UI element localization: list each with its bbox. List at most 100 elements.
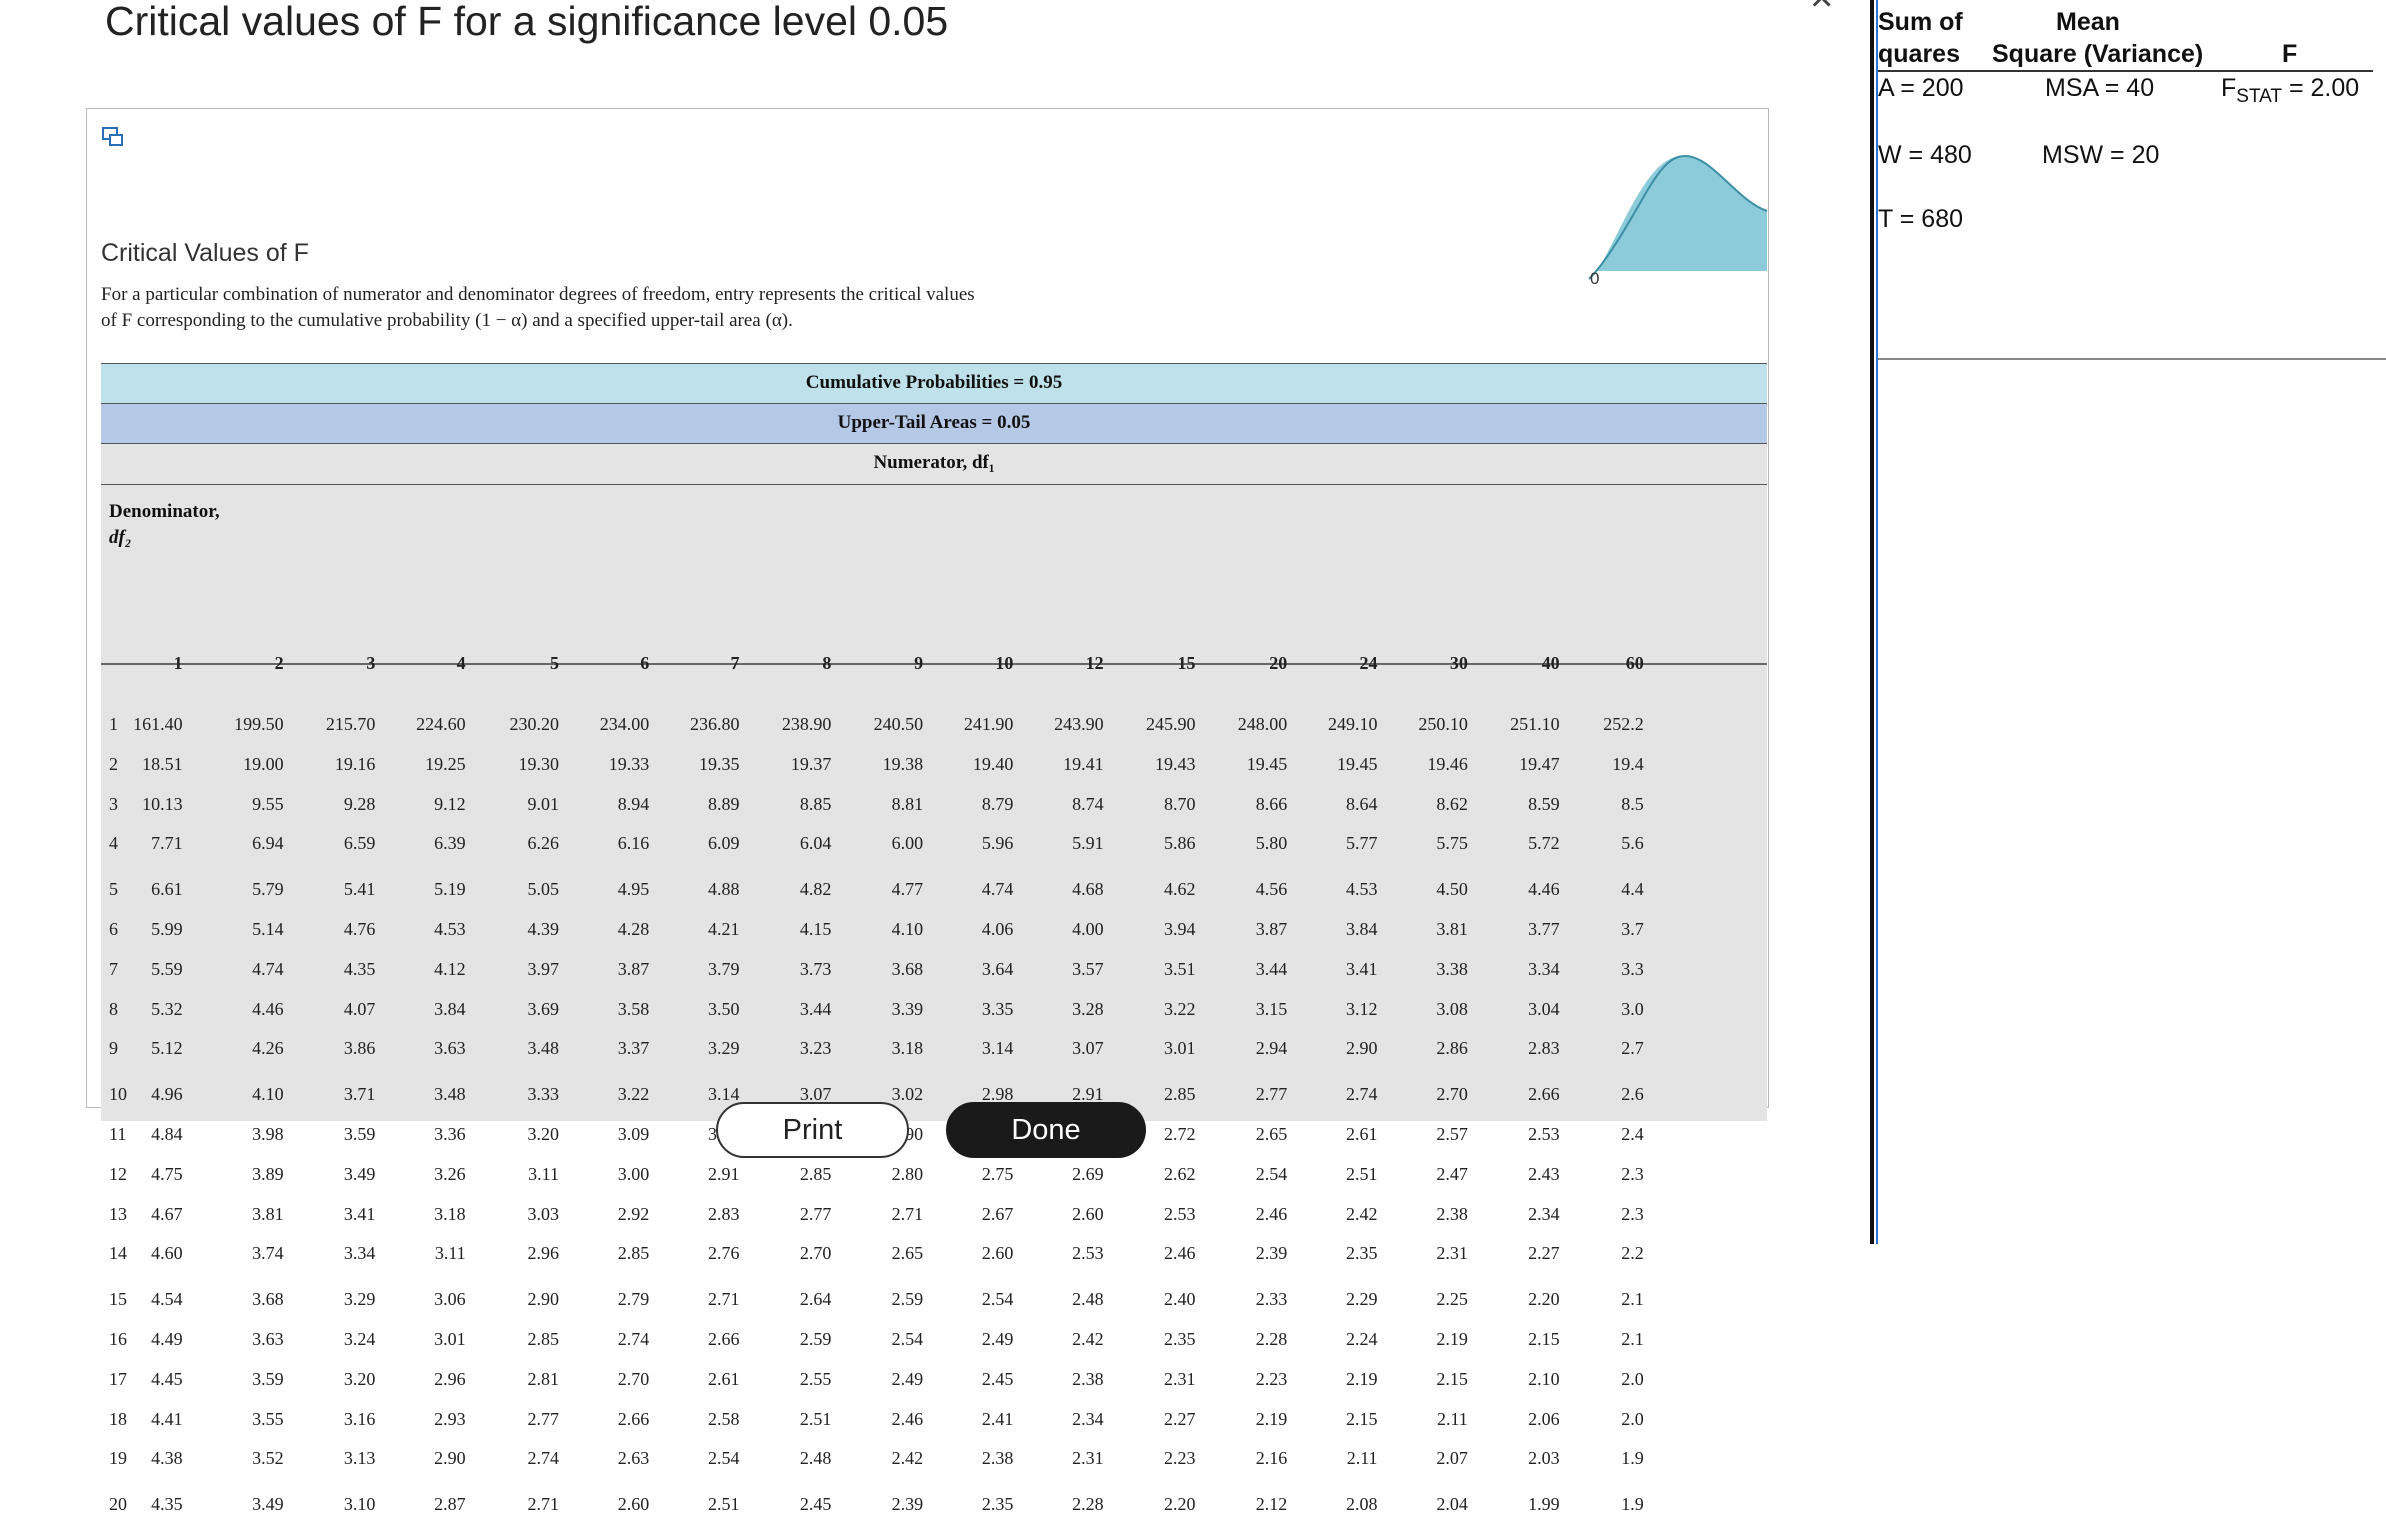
table-cell: 5.72: [1528, 833, 1560, 854]
column-header: 2: [274, 652, 284, 673]
table-cell: 4.60: [151, 1243, 183, 1264]
table-cell: 3.81: [1436, 919, 1468, 939]
table-cell: 2.54: [891, 1329, 924, 1350]
table-cell: 5.14: [252, 919, 284, 939]
table-cell: 2.51: [708, 1494, 740, 1515]
column-header: 40: [1541, 652, 1560, 673]
table-cell: 3.15: [1255, 998, 1288, 1019]
table-cell: 2.90: [527, 1289, 559, 1310]
table-cell: 5.32: [151, 998, 183, 1019]
table-cell: 199.50: [234, 713, 284, 734]
print-button[interactable]: Print: [716, 1102, 909, 1158]
table-cell: 5.77: [1346, 833, 1378, 854]
table-cell: 7.71: [151, 833, 183, 854]
table-cell: 10.13: [142, 793, 183, 814]
done-button[interactable]: Done: [946, 1102, 1146, 1158]
table-cell: 5.79: [252, 879, 284, 900]
table-cell: 3.69: [527, 998, 559, 1019]
table-cell: 2.24: [1346, 1329, 1378, 1350]
table-cell: 19.37: [790, 753, 832, 774]
table-cell: 4.4: [1621, 879, 1644, 900]
table-cell: 4.39: [527, 919, 559, 939]
table-cell: 3.7: [1621, 919, 1644, 939]
table-cell: 2.72: [1163, 1124, 1196, 1145]
table-cell: 3.35: [981, 998, 1014, 1019]
row-df-label: 12: [109, 1163, 127, 1184]
table-cell: 9.12: [434, 793, 466, 814]
table-cell: 2.66: [617, 1408, 650, 1429]
f-distribution-curve-icon: [1588, 154, 1768, 280]
table-cell: 3.07: [799, 1084, 832, 1105]
table-cell: 4.50: [1436, 879, 1468, 900]
table-cell: 2.71: [891, 1203, 924, 1224]
table-cell: 2.70: [1436, 1084, 1468, 1105]
table-cell: 2.19: [1436, 1329, 1468, 1350]
close-icon[interactable]: ×: [1810, 0, 1833, 21]
row-df-label: 16: [109, 1329, 127, 1350]
table-cell: 2.60: [617, 1494, 650, 1515]
table-cell: 3.37: [617, 1038, 650, 1059]
upper-tail-band: Upper-Tail Areas = 0.05: [101, 403, 1767, 443]
table-cell: 252.2: [1603, 713, 1644, 734]
table-cell: 2.39: [891, 1494, 924, 1515]
msw-value: MSW = 20: [2042, 141, 2160, 169]
table-cell: 2.85: [799, 1163, 832, 1184]
table-description-line1: For a particular combination of numerato…: [101, 284, 975, 305]
table-cell: 4.75: [151, 1163, 183, 1184]
table-cell: 2.80: [891, 1163, 924, 1184]
table-cell: 18.51: [142, 753, 183, 774]
row-df-label: 8: [109, 998, 118, 1019]
row-df-label: 13: [109, 1203, 127, 1224]
panel-divider-accent: [1876, 0, 1878, 1244]
table-cell: 2.35: [981, 1494, 1014, 1515]
table-cell: 8.64: [1346, 793, 1378, 814]
table-cell: 3.51: [1163, 958, 1196, 979]
column-header: 12: [1085, 652, 1104, 673]
table-cell: 5.12: [151, 1038, 183, 1059]
table-cell: 2.0: [1621, 1368, 1644, 1389]
table-cell: 8.5: [1621, 793, 1644, 814]
table-cell: 2.64: [799, 1289, 832, 1310]
table-cell: 2.38: [981, 1448, 1014, 1469]
table-cell: 8.66: [1255, 793, 1288, 814]
table-cell: 3.02: [891, 1084, 924, 1105]
table-cell: 241.90: [963, 713, 1014, 734]
table-cell: 2.53: [1528, 1124, 1560, 1145]
table-cell: 2.3: [1621, 1203, 1644, 1224]
table-cell: 2.67: [981, 1203, 1014, 1224]
curve-zero-label: 0: [1590, 269, 1600, 288]
table-cell: 3.11: [434, 1243, 466, 1264]
table-cell: 2.77: [799, 1203, 832, 1224]
table-cell: 3.71: [343, 1084, 376, 1105]
table-cell: 1.9: [1621, 1494, 1644, 1515]
table-cell: 19.38: [882, 753, 924, 774]
table-cell: 3.09: [617, 1124, 650, 1145]
table-cell: 3.01: [434, 1329, 466, 1350]
table-cell: 2.86: [1436, 1038, 1468, 1059]
table-cell: 8.81: [891, 793, 924, 814]
table-cell: 4.68: [1072, 879, 1104, 900]
table-cell: 240.50: [873, 713, 924, 734]
table-cell: 2.77: [1255, 1084, 1288, 1105]
table-cell: 3.13: [343, 1448, 376, 1469]
table-cell: 4.82: [799, 879, 832, 900]
table-cell: 2.63: [617, 1448, 650, 1469]
table-cell: 2.23: [1163, 1448, 1196, 1469]
table-cell: 5.6: [1621, 833, 1644, 854]
table-cell: 4.62: [1163, 879, 1196, 900]
table-cell: 3.18: [891, 1038, 924, 1059]
table-cell: 2.54: [1255, 1163, 1288, 1184]
table-popout-icon[interactable]: [102, 127, 124, 147]
msa-value: MSA = 40: [2045, 74, 2155, 102]
table-cell: 2.2: [1621, 1243, 1644, 1264]
table-cell: 3.34: [1528, 958, 1560, 979]
table-cell: 2.65: [891, 1243, 924, 1264]
table-cell: 2.46: [891, 1408, 924, 1429]
numerator-band: Numerator, df₁: [101, 443, 1767, 485]
table-cell: 3.00: [617, 1163, 650, 1184]
table-cell: 2.28: [1255, 1329, 1288, 1350]
table-cell: 3.16: [343, 1408, 376, 1429]
table-cell: 4.35: [343, 958, 376, 979]
table-cell: 4.26: [252, 1038, 284, 1059]
table-cell: 3.08: [1436, 998, 1468, 1019]
